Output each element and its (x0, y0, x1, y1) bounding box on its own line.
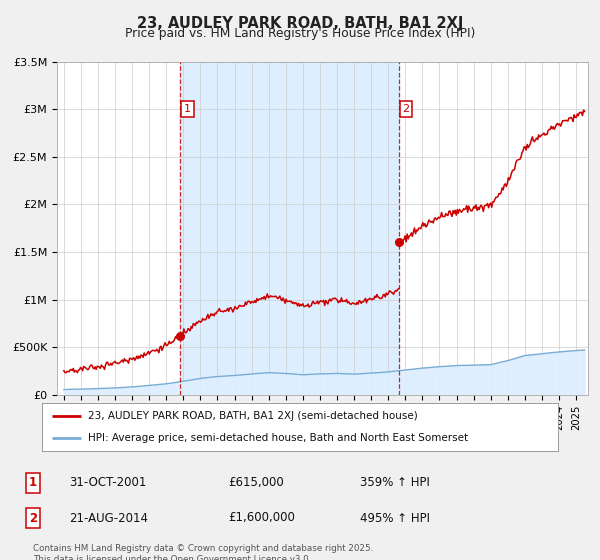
Text: £1,600,000: £1,600,000 (228, 511, 295, 525)
Text: 495% ↑ HPI: 495% ↑ HPI (360, 511, 430, 525)
Text: HPI: Average price, semi-detached house, Bath and North East Somerset: HPI: Average price, semi-detached house,… (88, 433, 469, 443)
Text: 2: 2 (403, 104, 410, 114)
Text: 31-OCT-2001: 31-OCT-2001 (69, 476, 146, 489)
Text: 23, AUDLEY PARK ROAD, BATH, BA1 2XJ: 23, AUDLEY PARK ROAD, BATH, BA1 2XJ (137, 16, 463, 31)
Text: 21-AUG-2014: 21-AUG-2014 (69, 511, 148, 525)
Text: Price paid vs. HM Land Registry's House Price Index (HPI): Price paid vs. HM Land Registry's House … (125, 27, 475, 40)
Text: 2: 2 (29, 511, 37, 525)
Text: Contains HM Land Registry data © Crown copyright and database right 2025.
This d: Contains HM Land Registry data © Crown c… (33, 544, 373, 560)
Text: 1: 1 (29, 476, 37, 489)
Text: 359% ↑ HPI: 359% ↑ HPI (360, 476, 430, 489)
Text: 1: 1 (184, 104, 191, 114)
Text: £615,000: £615,000 (228, 476, 284, 489)
Bar (181, 62, 399, 395)
Text: 23, AUDLEY PARK ROAD, BATH, BA1 2XJ (semi-detached house): 23, AUDLEY PARK ROAD, BATH, BA1 2XJ (sem… (88, 411, 418, 421)
